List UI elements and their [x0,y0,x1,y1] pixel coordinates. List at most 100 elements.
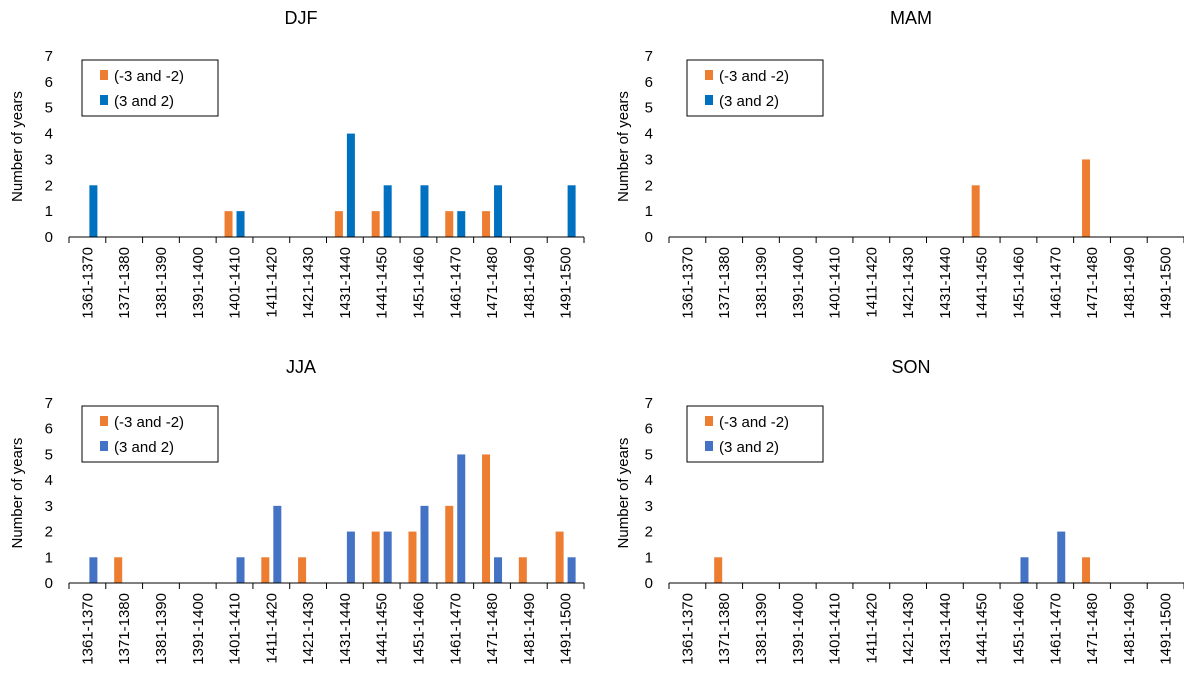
y-tick-label: 4 [645,126,653,143]
y-tick-label: 3 [645,498,653,515]
y-tick-label: 6 [645,421,653,438]
y-tick-label: 6 [45,74,53,91]
chart-panel-mam: MAM Number of years 0 1 2 3 4 5 6 7 1361-1370 1371-… [615,8,1184,319]
legend-label-negative: (-3 and -2) [719,68,789,85]
legend-label-positive: (3 and 2) [114,439,174,456]
y-axis-label: Number of years [615,438,632,549]
bar-positive [457,454,466,583]
y-tick-label: 0 [45,575,53,592]
bar-negative [445,211,454,237]
x-tick-label: 1411-1420 [263,593,280,664]
chart-title: MAM [890,8,932,28]
y-axis-label: Number of years [9,438,26,549]
bar-positive [383,185,392,237]
x-tick-label: 1381-1390 [153,247,170,319]
x-tick-label: 1481-1490 [1121,247,1138,319]
bar-negative [482,454,491,583]
x-tick-label: 1381-1390 [753,247,770,319]
y-tick-label: 7 [645,48,653,65]
bar-negative [518,557,527,583]
x-tick-label: 1461-1470 [1047,247,1064,319]
y-tick-label: 7 [645,395,653,412]
y-tick-label: 2 [45,524,53,541]
chart-title: JJA [286,357,316,377]
bar-positive [457,211,466,237]
legend-swatch-negative [705,416,713,426]
y-tick-label: 5 [645,100,653,117]
x-tick-label: 1421-1430 [900,593,917,665]
bar-positive [1057,531,1066,583]
y-tick-label: 7 [45,48,53,65]
x-tick-label: 1441-1450 [974,593,991,665]
legend-swatch-negative [100,70,108,80]
y-tick-label: 4 [45,126,53,143]
x-tick-label: 1451-1460 [410,593,427,665]
chart-panel-jja: JJA Number of years 0 1 2 3 4 5 6 7 1361-1370 1371-… [9,357,585,665]
bar-negative [971,185,980,237]
legend: (-3 and -2) (3 and 2) [81,405,219,463]
legend-label-negative: (-3 and -2) [114,68,184,85]
y-tick-label: 1 [645,549,653,566]
x-tick-label: 1481-1490 [521,247,538,319]
x-tick-label: 1401-1410 [227,593,244,665]
bar-negative [371,211,380,237]
y-axis-label: Number of years [615,91,632,202]
x-tick-label: 1371-1380 [716,593,733,665]
y-tick-label: 1 [645,203,653,220]
x-tick-label: 1471-1480 [484,247,501,319]
legend-label-positive: (3 and 2) [719,439,779,456]
bar-positive [346,133,355,237]
bar-positive [236,211,245,237]
x-tick-label: 1401-1410 [227,247,244,319]
x-tick-label: 1451-1460 [410,247,427,319]
y-tick-label: 3 [645,151,653,168]
y-tick-label: 6 [45,421,53,438]
bar-positive [494,185,503,237]
x-tick-label: 1491-1500 [558,247,575,319]
x-tick-label: 1411-1420 [263,247,280,318]
legend-swatch-positive [705,95,713,105]
x-tick-label: 1471-1480 [484,593,501,665]
legend-swatch-negative [100,416,108,426]
y-tick-label: 2 [45,177,53,194]
y-tick-label: 3 [45,498,53,515]
x-tick-label: 1461-1470 [447,247,464,319]
x-tick-label: 1451-1460 [1010,247,1027,319]
legend-box [81,59,219,117]
x-tick-label: 1401-1410 [827,593,844,665]
bar-positive [567,185,576,237]
x-tick-label: 1481-1490 [1121,593,1138,665]
bar-negative [714,557,723,583]
bar-negative [371,531,380,583]
x-tick-label: 1441-1450 [974,247,991,319]
x-tick-label: 1411-1420 [863,593,880,664]
x-tick-label: 1441-1450 [374,247,391,319]
legend: (-3 and -2) (3 and 2) [686,405,824,463]
x-tick-label: 1431-1440 [937,247,954,319]
bar-positive [89,557,98,583]
x-tick-label: 1391-1400 [790,247,807,319]
bar-negative [445,505,454,583]
bar-negative [555,531,564,583]
legend: (-3 and -2) (3 and 2) [686,59,824,117]
x-tick-label: 1361-1370 [679,247,696,319]
x-tick-label: 1421-1430 [300,593,317,665]
y-tick-label: 5 [45,446,53,463]
bar-negative [298,557,307,583]
y-tick-label: 5 [45,100,53,117]
x-tick-label: 1421-1430 [300,247,317,319]
x-tick-label: 1481-1490 [521,593,538,665]
x-tick-label: 1391-1400 [190,247,207,319]
x-tick-label: 1461-1470 [447,593,464,665]
y-tick-label: 0 [45,229,53,246]
bar-positive [273,505,282,583]
x-tick-label: 1491-1500 [1158,593,1175,665]
bar-negative [1082,159,1091,237]
x-tick-label: 1491-1500 [1158,247,1175,319]
x-tick-label: 1411-1420 [863,247,880,318]
bar-positive [236,557,245,583]
x-tick-label: 1461-1470 [1047,593,1064,665]
bar-positive [89,185,98,237]
y-tick-label: 0 [645,229,653,246]
